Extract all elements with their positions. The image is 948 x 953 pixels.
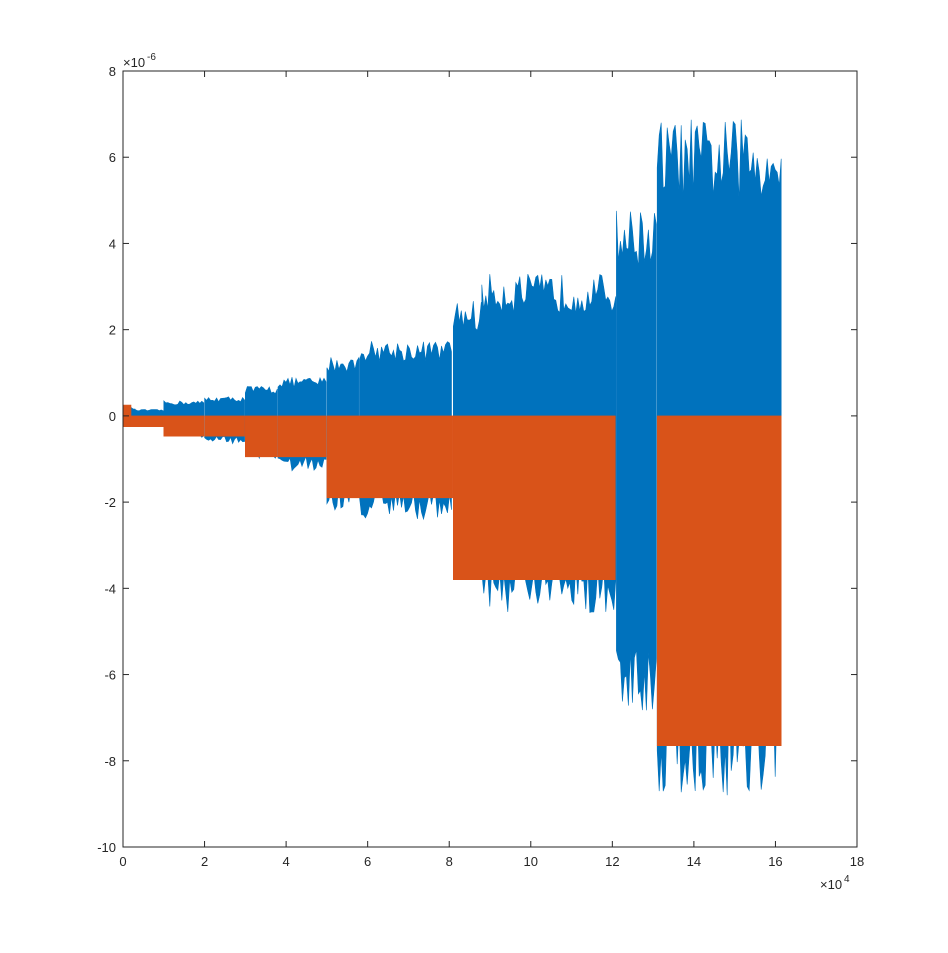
series-2-segment-6 [277,415,327,458]
series-1-segment-11 [616,210,657,711]
x-tick-label: 8 [446,854,453,869]
y-tick-label: -6 [104,668,116,683]
y-tick-label: -4 [104,581,116,596]
y-tick-label: -10 [97,840,116,855]
series-2-segment-7 [326,415,454,499]
x-tick-label: 4 [282,854,289,869]
x-axis-multiplier-exponent: 4 [844,874,850,885]
y-tick-label: 4 [109,236,116,251]
x-tick-label: 14 [687,854,701,869]
x-tick-label: 18 [850,854,864,869]
y-tick-label: 8 [109,64,116,79]
y-axis-multiplier: ×10 [123,55,145,70]
x-tick-label: 16 [768,854,782,869]
y-tick-label: -2 [104,495,116,510]
series-2-segment-5 [245,415,278,458]
y-tick-label: 2 [109,323,116,338]
series-2-segment-2 [130,415,164,427]
x-axis-multiplier: ×10 [820,877,842,892]
x-tick-label: 12 [605,854,619,869]
x-tick-label: 6 [364,854,371,869]
series-2-segment-9 [656,415,782,746]
series-2-segment-4 [204,415,245,437]
plot-area [122,119,782,796]
y-tick-label: 6 [109,150,116,165]
x-tick-label: 10 [524,854,538,869]
y-tick-label: 0 [109,409,116,424]
series-2-segment-3 [163,415,205,437]
x-tick-label: 2 [201,854,208,869]
x-tick-label: 0 [119,854,126,869]
axes-box [122,70,858,848]
y-tick-label: -8 [104,754,116,769]
y-axis-multiplier-exponent: -6 [147,52,156,63]
series-2-segment-8 [453,415,616,580]
axes: 0 2 4 6 8 10 12 14 16 18 8 6 4 2 0 -2 -4 -6 -8 -10 [97,64,864,869]
